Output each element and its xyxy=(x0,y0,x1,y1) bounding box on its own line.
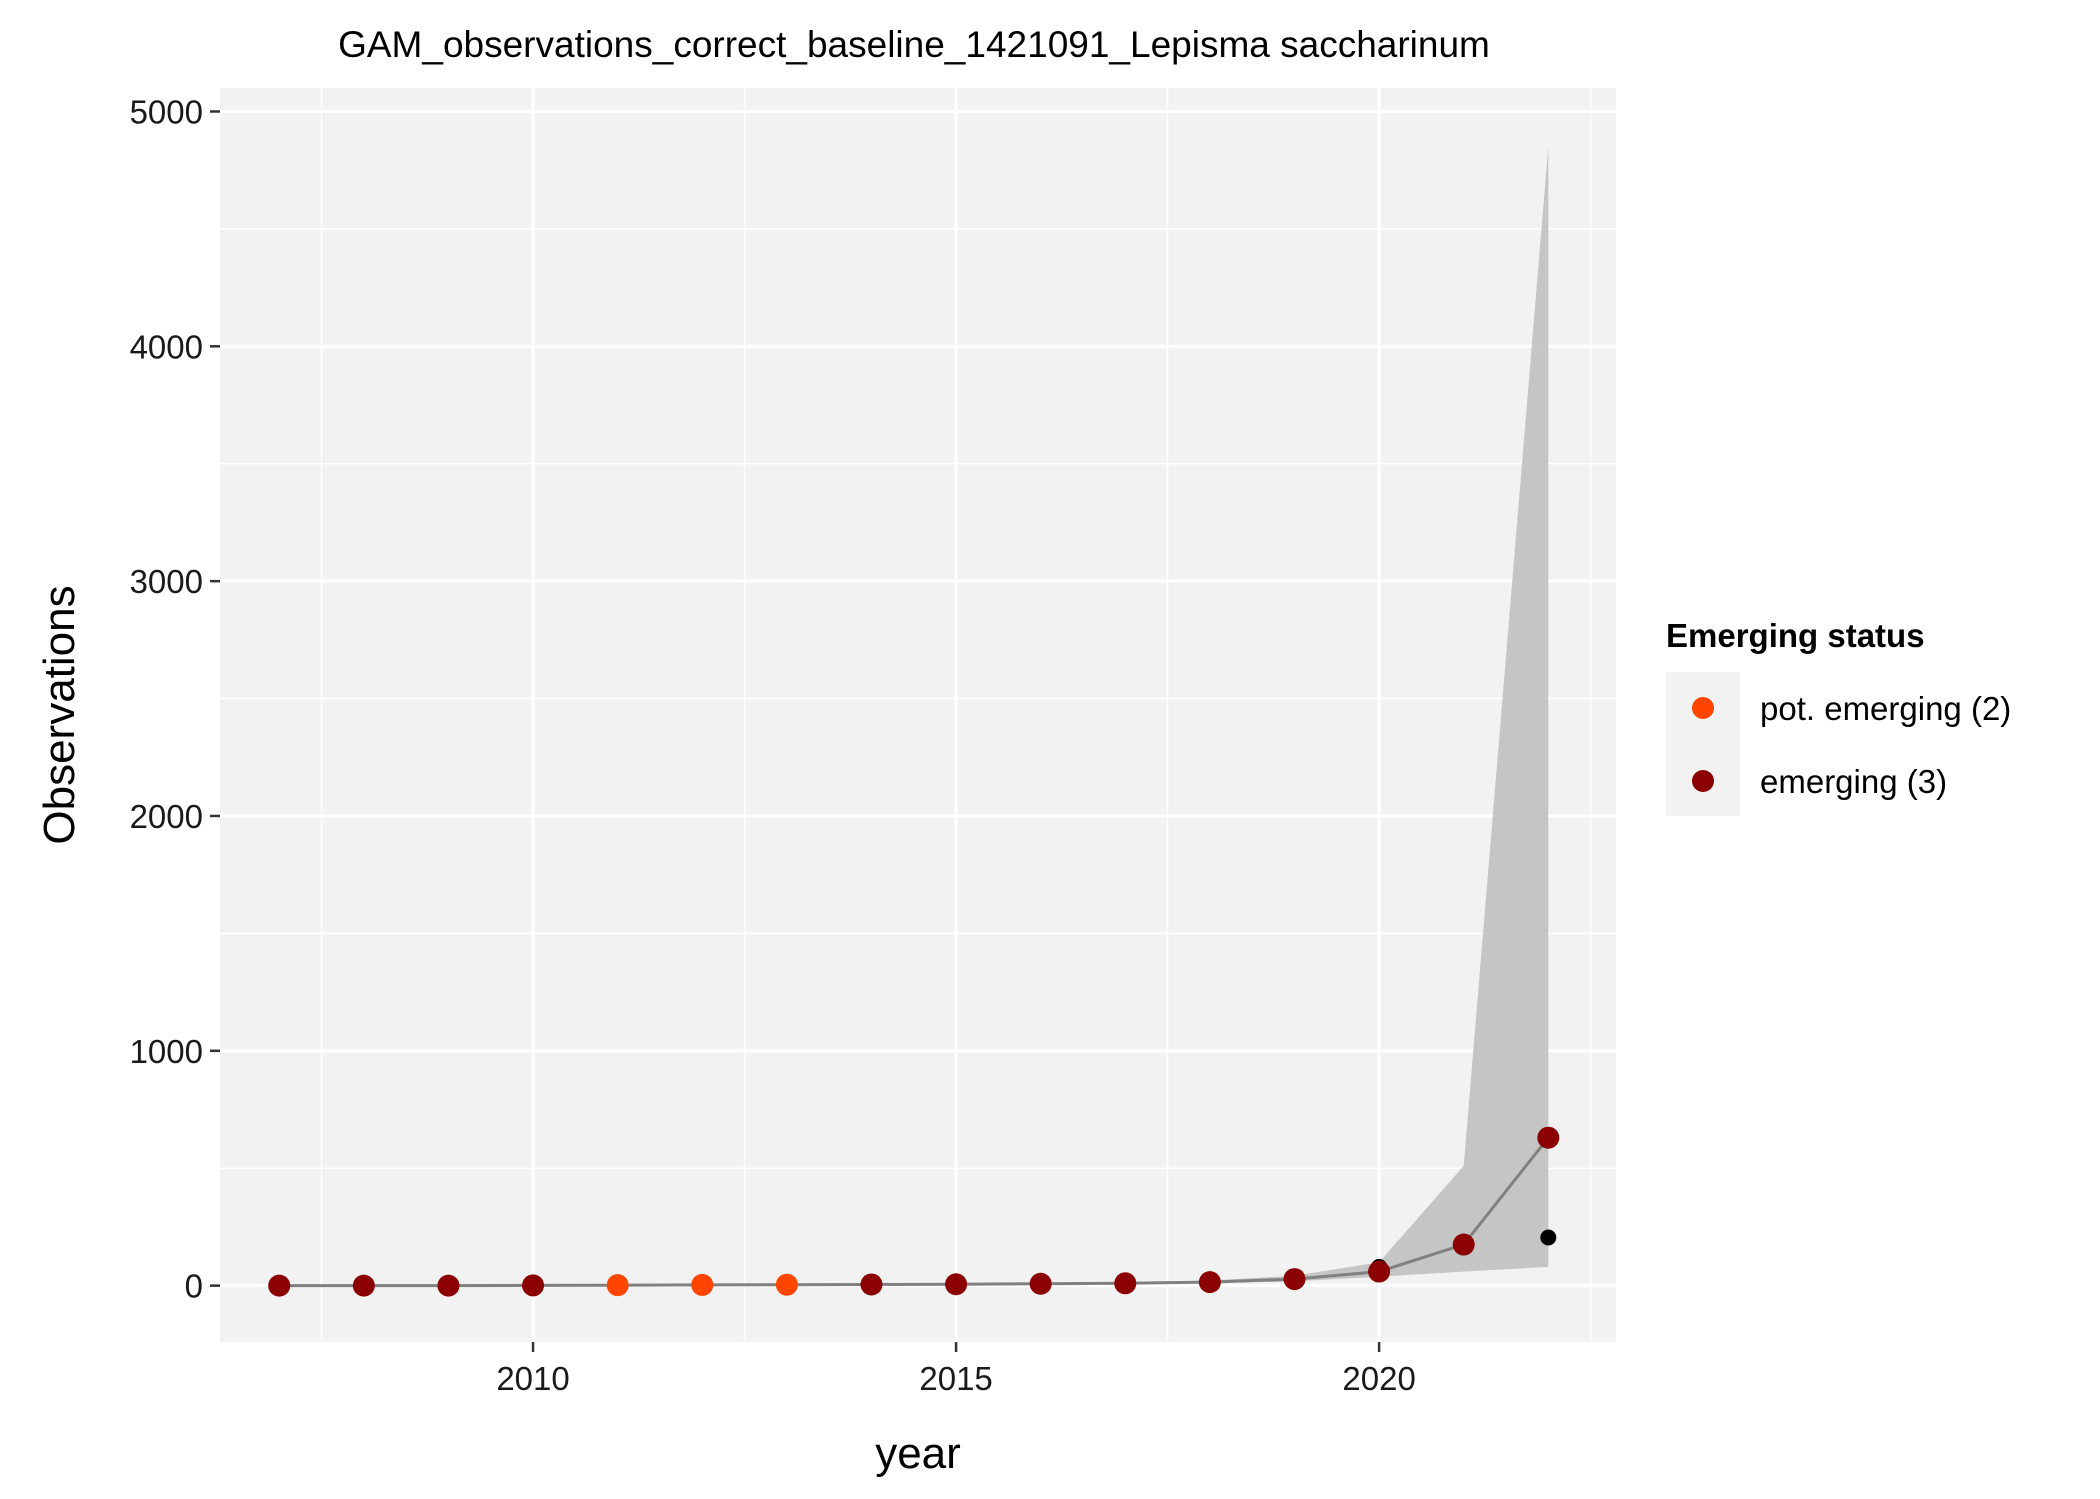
emerging-point xyxy=(1029,1272,1052,1295)
legend-title: Emerging status xyxy=(1666,617,1925,654)
y-tick-label: 1000 xyxy=(130,1033,203,1070)
legend-items: pot. emerging (2) emerging (3) xyxy=(1692,690,2011,800)
legend-label: pot. emerging (2) xyxy=(1760,690,2011,727)
grid xyxy=(220,88,1616,1342)
y-axis-title: Observations xyxy=(35,585,84,844)
status-points-layer xyxy=(268,1126,1560,1297)
emerging-point xyxy=(1537,1126,1560,1149)
y-tick-label: 2000 xyxy=(130,798,203,835)
emerging-point xyxy=(860,1273,883,1296)
emerging-point xyxy=(1283,1268,1306,1291)
plot-panel xyxy=(220,88,1616,1342)
pot-emerging-point xyxy=(775,1273,798,1296)
emerging-point xyxy=(1198,1271,1221,1294)
axes: 0 1000 2000 3000 4000 5000 2010 2015 2020 xyxy=(130,93,1416,1397)
x-tick-label: 2020 xyxy=(1342,1360,1415,1397)
legend-key-background xyxy=(1666,672,1740,816)
x-tick-label: 2015 xyxy=(919,1360,992,1397)
emerging-point xyxy=(268,1274,291,1297)
emerging-point xyxy=(522,1274,545,1297)
legend-key-pot-emerging xyxy=(1692,697,1714,719)
y-tick-label: 5000 xyxy=(130,93,203,130)
y-tick-label: 3000 xyxy=(130,563,203,600)
x-tick-label: 2010 xyxy=(496,1360,569,1397)
legend-label: emerging (3) xyxy=(1760,763,1947,800)
y-tick-label: 4000 xyxy=(130,328,203,365)
chart-title: GAM_observations_correct_baseline_142109… xyxy=(338,24,1490,65)
legend: Emerging status pot. emerging (2) emergin… xyxy=(1666,617,2011,816)
observed-point xyxy=(1540,1229,1557,1246)
pot-emerging-point xyxy=(691,1273,714,1296)
emerging-point xyxy=(945,1273,968,1296)
legend-key-emerging xyxy=(1692,770,1714,792)
emerging-point xyxy=(1368,1260,1391,1283)
x-axis-title: year xyxy=(875,1429,961,1478)
emerging-point xyxy=(1452,1233,1475,1256)
pot-emerging-point xyxy=(606,1274,629,1297)
gam-fit-layer xyxy=(279,1136,1550,1288)
gam-fit-line xyxy=(279,1136,1550,1288)
y-tick-label: 0 xyxy=(185,1268,203,1305)
emerging-point xyxy=(437,1274,460,1297)
emerging-point xyxy=(1114,1272,1137,1295)
emerging-point xyxy=(352,1274,375,1297)
